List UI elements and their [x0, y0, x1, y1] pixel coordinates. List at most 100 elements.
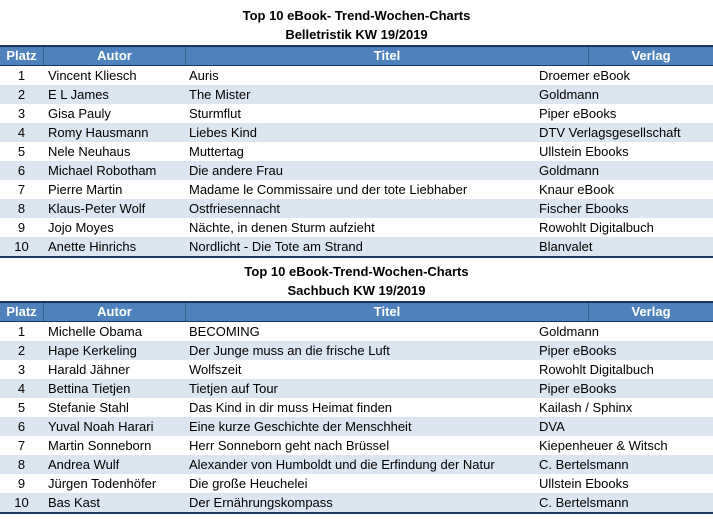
cell-titel: BECOMING: [189, 324, 260, 339]
cell-platz: 2: [17, 343, 26, 358]
cell-platz: 8: [17, 201, 26, 216]
cell-verlag: Rowohlt Digitalbuch: [539, 362, 654, 377]
cell-autor: Bas Kast: [48, 495, 101, 510]
cell-titel: Tietjen auf Tour: [189, 381, 278, 396]
table-row: 4 Romy Hausmann Liebes Kind DTV Verlagsgese…: [0, 123, 713, 142]
cell-autor: Romy Hausmann: [48, 125, 149, 140]
table-row: 6 Yuval Noah Harari Eine kurze Geschichte …: [0, 417, 713, 436]
cell-titel: Alexander von Humboldt und die Erfindung…: [189, 457, 495, 472]
cell-platz: 8: [17, 457, 26, 472]
cell-titel: Sturmflut: [189, 106, 242, 121]
table-title: Top 10 eBook-Trend-Wochen-Charts: [244, 264, 469, 279]
cell-platz: 9: [17, 476, 26, 491]
cell-platz: 6: [17, 419, 26, 434]
cell-autor: E L James: [48, 87, 109, 102]
table-row: 3 Gisa Pauly Sturmflut Piper eBooks: [0, 104, 713, 123]
cell-verlag: Fischer Ebooks: [539, 201, 629, 216]
table-row: 7 Pierre Martin Madame le Commissaire und …: [0, 180, 713, 199]
cell-autor: Andrea Wulf: [48, 457, 120, 472]
table-title: Top 10 eBook- Trend-Wochen-Charts: [242, 8, 471, 23]
table-header-row: Platz Autor Titel Verlag: [0, 45, 713, 66]
cell-verlag: Kailash / Sphinx: [539, 400, 633, 415]
cell-titel: Der Ernährungskompass: [189, 495, 333, 510]
cell-platz: 3: [17, 362, 26, 377]
cell-titel: Ostfriesennacht: [189, 201, 281, 216]
cell-verlag: Goldmann: [539, 163, 599, 178]
table-row: 4 Bettina Tietjen Tietjen auf Tour Piper eB…: [0, 379, 713, 398]
cell-autor: Hape Kerkeling: [48, 343, 137, 358]
cell-verlag: Rowohlt Digitalbuch: [539, 220, 654, 235]
cell-autor: Nele Neuhaus: [48, 144, 131, 159]
cell-platz: 3: [17, 106, 26, 121]
cell-platz: 1: [17, 324, 26, 339]
cell-verlag: Goldmann: [539, 87, 599, 102]
cell-autor: Martin Sonneborn: [48, 438, 152, 453]
cell-titel: Wolfszeit: [189, 362, 242, 377]
cell-titel: Muttertag: [189, 144, 244, 159]
cell-titel: Madame le Commissaire und der tote Liebh…: [189, 182, 468, 197]
cell-autor: Michelle Obama: [48, 324, 142, 339]
cell-titel: Herr Sonneborn geht nach Brüssel: [189, 438, 390, 453]
table-subtitle: Sachbuch KW 19/2019: [287, 283, 426, 298]
cell-platz: 5: [17, 144, 26, 159]
cell-autor: Pierre Martin: [48, 182, 123, 197]
cell-verlag: Ullstein Ebooks: [539, 476, 629, 491]
cell-platz: 9: [17, 220, 26, 235]
cell-verlag: C. Bertelsmann: [539, 495, 629, 510]
cell-platz: 6: [17, 163, 26, 178]
table-row: 5 Nele Neuhaus Muttertag Ullstein Ebooks: [0, 142, 713, 161]
table-row: 8 Klaus-Peter Wolf Ostfriesennacht Fischer …: [0, 199, 713, 218]
cell-titel: Die große Heuchelei: [189, 476, 308, 491]
cell-platz: 5: [17, 400, 26, 415]
column-header-titel: Titel: [185, 47, 588, 65]
column-header-titel: Titel: [185, 303, 588, 321]
cell-platz: 10: [14, 495, 29, 510]
table-header-row: Platz Autor Titel Verlag: [0, 301, 713, 322]
cell-verlag: Piper eBooks: [539, 381, 617, 396]
cell-verlag: Ullstein Ebooks: [539, 144, 629, 159]
cell-autor: Gisa Pauly: [48, 106, 111, 121]
cell-autor: Bettina Tietjen: [48, 381, 131, 396]
cell-titel: The Mister: [189, 87, 251, 102]
table-row: 2 E L James The Mister Goldmann: [0, 85, 713, 104]
cell-verlag: Droemer eBook: [539, 68, 631, 83]
cell-platz: 1: [17, 68, 26, 83]
table-row: 7 Martin Sonneborn Herr Sonneborn geht nac…: [0, 436, 713, 455]
table-row: 10 Bas Kast Der Ernährungskompass C. Bertel…: [0, 493, 713, 512]
cell-titel: Liebes Kind: [189, 125, 257, 140]
cell-verlag: Knaur eBook: [539, 182, 615, 197]
table-row: 5 Stefanie Stahl Das Kind in dir muss Heim…: [0, 398, 713, 417]
table-row: 3 Harald Jähner Wolfszeit Rowohlt Digitalbu…: [0, 360, 713, 379]
table-subtitle: Belletristik KW 19/2019: [285, 27, 428, 42]
column-header-platz: Platz: [6, 304, 37, 319]
table-row: 2 Hape Kerkeling Der Junge muss an die fri…: [0, 341, 713, 360]
cell-titel: Auris: [189, 68, 219, 83]
cell-autor: Michael Robotham: [48, 163, 157, 178]
cell-platz: 7: [17, 438, 26, 453]
cell-titel: Das Kind in dir muss Heimat finden: [189, 400, 393, 415]
table-row: 9 Jürgen Todenhöfer Die große Heuchelei Ull…: [0, 474, 713, 493]
cell-verlag: Kiepenheuer & Witsch: [539, 438, 668, 453]
cell-titel: Nordlicht - Die Tote am Strand: [189, 239, 363, 254]
cell-platz: 4: [17, 381, 26, 396]
cell-platz: 2: [17, 87, 26, 102]
cell-autor: Jürgen Todenhöfer: [48, 476, 157, 491]
column-header-verlag: Verlag: [588, 47, 713, 65]
column-header-platz: Platz: [6, 48, 37, 63]
column-header-autor: Autor: [43, 47, 185, 65]
cell-autor: Anette Hinrichs: [48, 239, 137, 254]
cell-autor: Yuval Noah Harari: [48, 419, 154, 434]
cell-autor: Vincent Kliesch: [48, 68, 137, 83]
table-row: 6 Michael Robotham Die andere Frau Goldmann: [0, 161, 713, 180]
chart-table-section: Top 10 eBook-Trend-Wochen-Charts Sachbuc…: [0, 262, 713, 514]
cell-autor: Klaus-Peter Wolf: [48, 201, 146, 216]
cell-titel: Nächte, in denen Sturm aufzieht: [189, 220, 375, 235]
cell-autor: Jojo Moyes: [48, 220, 114, 235]
cell-autor: Stefanie Stahl: [48, 400, 129, 415]
cell-verlag: Blanvalet: [539, 239, 593, 254]
cell-verlag: Piper eBooks: [539, 106, 617, 121]
cell-verlag: C. Bertelsmann: [539, 457, 629, 472]
cell-verlag: DVA: [539, 419, 565, 434]
cell-platz: 4: [17, 125, 26, 140]
